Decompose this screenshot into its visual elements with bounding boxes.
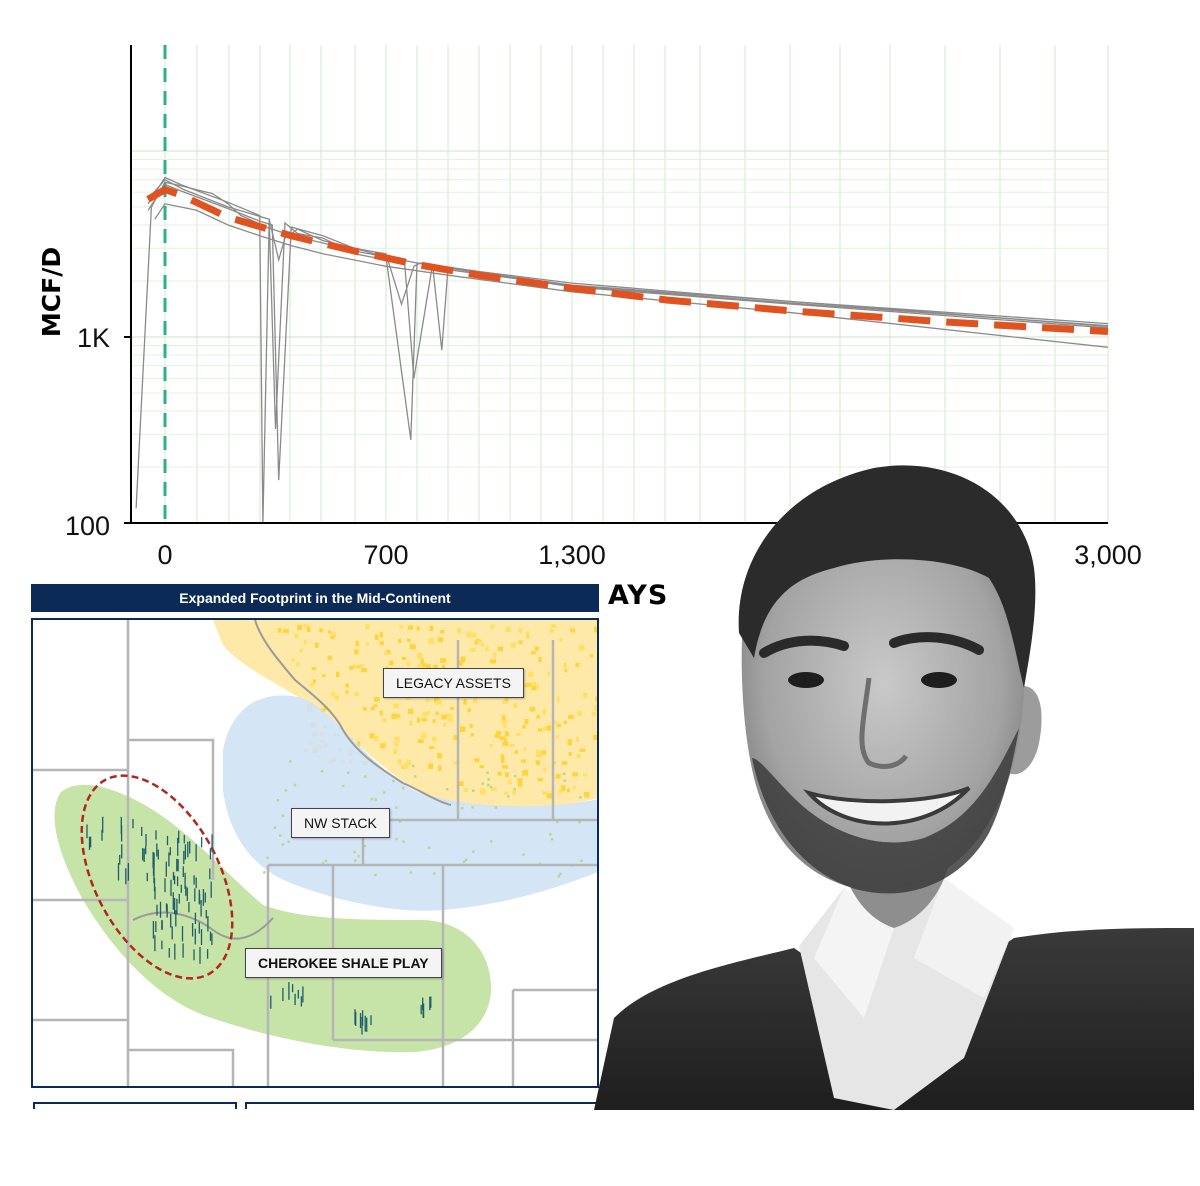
map-frame: LEGACY ASSETS NW STACK CHEROKEE SHALE PL… <box>31 618 599 1088</box>
y-axis-label: MCF/D <box>37 247 66 337</box>
y-tick-1k: 1K <box>77 323 110 353</box>
y-tick-100: 100 <box>65 511 110 541</box>
right-eyebrow <box>889 632 984 655</box>
well-curve-4 <box>150 178 1109 430</box>
portrait-photo <box>594 465 1194 1110</box>
type-curve <box>146 185 1109 335</box>
map-graphic <box>33 620 597 1086</box>
hair <box>738 465 1036 688</box>
county-borders <box>33 620 597 1086</box>
map-footer-box-right <box>245 1102 601 1109</box>
mid-continent-map-panel: Expanded Footprint in the Mid-Continent … <box>31 584 605 1109</box>
well-curve-5 <box>154 203 1109 348</box>
nw-stack-region <box>223 695 597 911</box>
left-eye <box>788 672 824 688</box>
nw-stack-label: NW STACK <box>291 808 390 838</box>
x-tick-1300: 1,300 <box>538 540 606 570</box>
x-tick-0: 0 <box>157 540 172 570</box>
x-tick-3000: 3,000 <box>1074 540 1142 570</box>
map-footer-box-left <box>33 1102 237 1109</box>
x-tick-700: 700 <box>363 540 408 570</box>
cherokee-well-marks <box>86 816 432 1035</box>
right-eye <box>921 672 957 688</box>
nw-stack-well-dots <box>263 760 583 878</box>
cherokee-boundary-line <box>132 911 274 940</box>
beard <box>752 728 1019 894</box>
left-eyebrow <box>759 635 849 658</box>
legacy-well-dots <box>277 624 597 799</box>
cherokee-shale-play-label: CHEROKEE SHALE PLAY <box>245 948 442 978</box>
smile <box>802 786 971 826</box>
river-line <box>254 620 452 806</box>
shirt-collar <box>799 878 1014 1110</box>
map-title: Expanded Footprint in the Mid-Continent <box>31 584 599 612</box>
production-decline-chart: 100 1K MCF/D 0 700 1,300 3,000 <box>37 45 1142 570</box>
nose <box>859 677 909 769</box>
x-axis-label-fragment: AYS <box>608 580 669 611</box>
legacy-assets-label: LEGACY ASSETS <box>383 668 524 698</box>
